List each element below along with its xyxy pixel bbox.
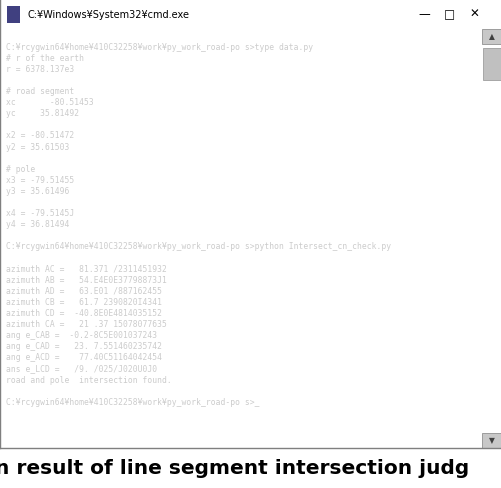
Text: x2 = -80.51472: x2 = -80.51472 bbox=[6, 131, 74, 141]
Text: x4 = -79.5145J: x4 = -79.5145J bbox=[6, 209, 74, 218]
Text: C:¥Windows¥System32¥cmd.exe: C:¥Windows¥System32¥cmd.exe bbox=[28, 10, 189, 20]
Text: # road segment: # road segment bbox=[6, 87, 74, 96]
Text: azimuth AB =   54.E4E0E37798873J1: azimuth AB = 54.E4E0E37798873J1 bbox=[6, 276, 166, 285]
Text: ✕: ✕ bbox=[468, 8, 478, 21]
Text: ▲: ▲ bbox=[488, 32, 494, 41]
Text: azimuth AC =   81.371 /2311451932: azimuth AC = 81.371 /2311451932 bbox=[6, 264, 166, 274]
Text: x3 = -79.51455: x3 = -79.51455 bbox=[6, 176, 74, 185]
Text: azimuth AD =   63.E01 /887162455: azimuth AD = 63.E01 /887162455 bbox=[6, 287, 161, 296]
Text: road and pole  intersection found.: road and pole intersection found. bbox=[6, 376, 171, 385]
Text: azimuth CD =  -40.8E0E4814035152: azimuth CD = -40.8E0E4814035152 bbox=[6, 309, 161, 318]
Text: # r of the earth: # r of the earth bbox=[6, 54, 84, 63]
Bar bbox=[481, 29, 501, 44]
Text: ans e_LCD =   /9. /025/J020U0J0: ans e_LCD = /9. /025/J020U0J0 bbox=[6, 365, 157, 373]
Bar bbox=[482, 48, 500, 80]
Text: r = 6378.137e3: r = 6378.137e3 bbox=[6, 65, 74, 74]
Text: C:¥rcygwin64¥home¥410C32258¥work¥py_work_road-po s>python Intersect_cn_check.py: C:¥rcygwin64¥home¥410C32258¥work¥py_work… bbox=[6, 243, 390, 251]
Text: azimuth CA =   21 .37 15078077635: azimuth CA = 21 .37 15078077635 bbox=[6, 320, 166, 329]
Text: ang e_CAD =   23. 7.551460235742: ang e_CAD = 23. 7.551460235742 bbox=[6, 342, 161, 351]
Text: # pole: # pole bbox=[6, 165, 35, 174]
Text: C:¥rcygwin64¥home¥410C32258¥work¥py_work_road-po s>type data.py: C:¥rcygwin64¥home¥410C32258¥work¥py_work… bbox=[6, 42, 312, 52]
Text: y4 = 36.81494: y4 = 36.81494 bbox=[6, 220, 69, 229]
Text: —: — bbox=[417, 8, 429, 21]
Text: azimuth CB =   61.7 2390820I4341: azimuth CB = 61.7 2390820I4341 bbox=[6, 298, 161, 307]
Text: C:¥rcygwin64¥home¥410C32258¥work¥py_work_road-po s>_: C:¥rcygwin64¥home¥410C32258¥work¥py_work… bbox=[6, 398, 259, 407]
Text: xc       -80.51453: xc -80.51453 bbox=[6, 98, 93, 107]
Text: y3 = 35.61496: y3 = 35.61496 bbox=[6, 187, 69, 196]
Text: y2 = 35.61503: y2 = 35.61503 bbox=[6, 142, 69, 152]
Text: □: □ bbox=[443, 8, 454, 21]
Text: ang e_CAB =  -0.2-8C5E001037243: ang e_CAB = -0.2-8C5E001037243 bbox=[6, 331, 157, 340]
Text: n result of line segment intersection judg: n result of line segment intersection ju… bbox=[0, 459, 468, 478]
Bar bbox=[481, 433, 501, 448]
Bar bbox=[7, 6, 20, 23]
Text: yc     35.81492: yc 35.81492 bbox=[6, 109, 79, 118]
Text: ▼: ▼ bbox=[488, 436, 494, 446]
Text: ang e_ACD =    77.40C51164042454: ang e_ACD = 77.40C51164042454 bbox=[6, 353, 161, 363]
